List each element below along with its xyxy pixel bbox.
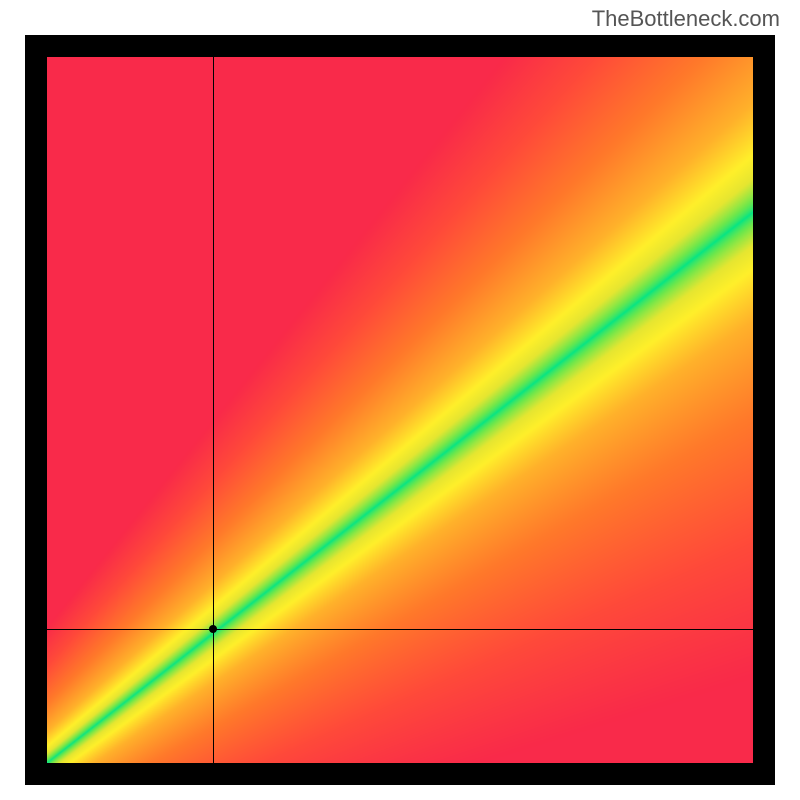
crosshair-horizontal xyxy=(47,629,753,630)
chart-frame xyxy=(25,35,775,785)
plot-area xyxy=(47,57,753,763)
data-point-marker xyxy=(209,625,217,633)
watermark-text: TheBottleneck.com xyxy=(592,6,780,32)
heatmap-canvas xyxy=(47,57,753,763)
crosshair-vertical xyxy=(213,57,214,763)
chart-container: TheBottleneck.com xyxy=(0,0,800,800)
